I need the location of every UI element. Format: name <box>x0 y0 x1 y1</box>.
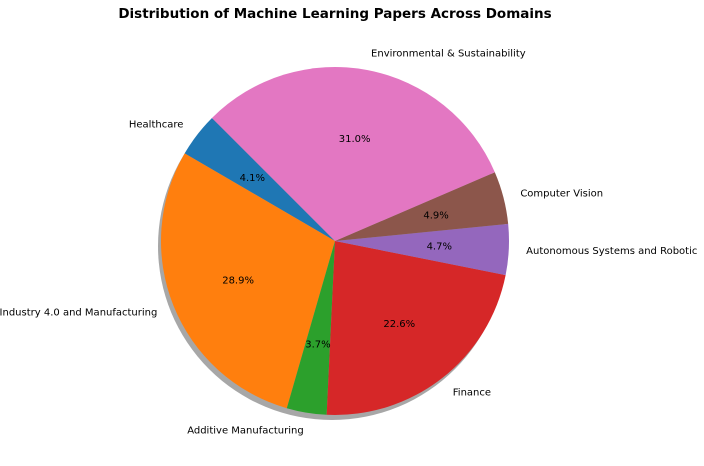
pie-slice-additive-manufacturing <box>286 241 335 415</box>
slice-label-computer-vision: Computer Vision <box>520 189 603 200</box>
pie-slice-environmental-sustainability <box>211 66 495 242</box>
slice-label-healthcare: Healthcare <box>129 120 184 131</box>
pie-slice-autonomous-systems-and-robotic <box>335 223 509 276</box>
pie-labels: Healthcare Industry 4.0 and Manufacturing… <box>0 49 697 437</box>
chart-title: Distribution of Machine Learning Papers … <box>118 6 551 22</box>
slice-percent-finance: 22.6% <box>383 319 415 330</box>
pie-slice-finance <box>326 241 506 415</box>
slice-percent-computer-vision: 4.9% <box>423 210 448 221</box>
pie-slice-computer-vision <box>335 172 509 241</box>
slice-label-industry-4-0-and-manufacturing: Industry 4.0 and Manufacturing <box>0 308 157 319</box>
slice-percent-additive-manufacturing: 3.7% <box>305 339 330 350</box>
slice-percent-industry-4-0-and-manufacturing: 28.9% <box>222 275 254 286</box>
pie-slice-healthcare <box>184 117 335 241</box>
slice-label-autonomous-systems-and-robotic: Autonomous Systems and Robotic <box>526 246 697 257</box>
pie-slices <box>160 66 509 415</box>
slice-percent-environmental-sustainability: 31.0% <box>339 134 371 145</box>
slice-label-environmental-sustainability: Environmental & Sustainability <box>371 49 526 60</box>
pie-slice-industry-4-0-and-manufacturing <box>160 153 335 409</box>
pie-percent-labels: 4.1% 28.9% 3.7% 22.6% 4.7% 4.9% 31.0% <box>222 134 452 351</box>
slice-percent-autonomous-systems-and-robotic: 4.7% <box>427 242 452 253</box>
slice-label-additive-manufacturing: Additive Manufacturing <box>187 425 304 436</box>
slice-percent-healthcare: 4.1% <box>240 173 265 184</box>
slice-label-finance: Finance <box>453 387 491 398</box>
